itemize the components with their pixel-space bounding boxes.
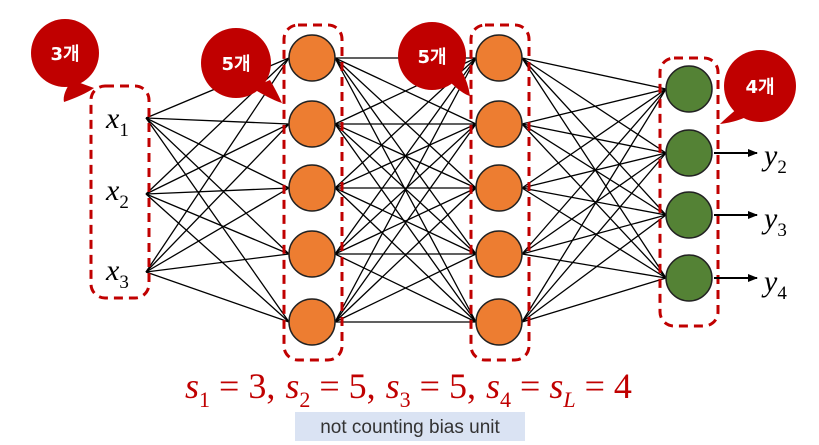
bias-note-box: [295, 412, 525, 441]
edge-l2-1-2: [521, 123, 667, 216]
edge-l1-4-1: [334, 123, 477, 323]
edge-l0-0-4: [145, 117, 290, 323]
output-labels: y2 y3 y4: [761, 139, 787, 304]
hidden-1-node-5: [288, 298, 336, 346]
callout-label: 5개: [417, 47, 446, 68]
output-label-y2: y2: [761, 139, 787, 178]
edge-l2-2-3: [521, 187, 667, 279]
hidden-1-node-1: [288, 34, 336, 82]
hidden-layer-2-box: [469, 23, 531, 362]
edge-l2-3-3: [521, 253, 667, 279]
callout-label: 5개: [221, 54, 250, 75]
edge-l0-2-2: [145, 187, 290, 273]
edge-l0-1-2: [145, 187, 290, 195]
output-node-2: [665, 129, 713, 177]
hidden-2-node-2: [475, 100, 523, 148]
edge-l0-2-3: [145, 253, 290, 273]
edge-l1-4-0: [334, 57, 477, 323]
callout-label: 4개: [745, 77, 774, 98]
output-label-y3: y3: [761, 202, 787, 241]
input-layer-box: [89, 84, 151, 300]
edge-l1-3-0: [334, 57, 477, 255]
edge-l2-3-0: [521, 88, 667, 255]
edge-l0-2-4: [145, 271, 290, 323]
edge-l0-0-2: [145, 117, 290, 189]
hidden-layer-1-box: [282, 23, 344, 362]
edge-l0-0-3: [145, 117, 290, 255]
callout-hidden-2-count: 5개: [398, 22, 470, 96]
output-node-4: [665, 254, 713, 302]
connection-edges: [145, 57, 667, 323]
callout-input-count: 3개: [31, 19, 99, 102]
edge-l1-4-3: [334, 253, 477, 323]
bias-note-text: not counting bias unit: [320, 417, 500, 438]
edge-l2-4-2: [521, 214, 667, 323]
edge-l0-1-1: [145, 123, 290, 195]
output-layer-box: [658, 56, 720, 328]
edge-l2-2-0: [521, 88, 667, 189]
edge-l2-4-1: [521, 152, 667, 323]
edge-l2-2-1: [521, 152, 667, 189]
neuron-nodes: [288, 34, 713, 346]
hidden-1-node-2: [288, 100, 336, 148]
input-label-x1: x1: [105, 102, 129, 141]
edge-l2-2-2: [521, 187, 667, 216]
edge-l0-1-3: [145, 193, 290, 255]
layer-size-equation: s1 = 3, s2 = 5, s3 = 5, s4 = sL = 4: [185, 366, 632, 412]
output-arrows: [714, 149, 758, 282]
edge-l2-0-1: [521, 57, 667, 154]
hidden-1-node-4: [288, 230, 336, 278]
callout-label: 3개: [50, 44, 79, 65]
edge-l2-3-1: [521, 152, 667, 255]
edge-l2-1-0: [521, 88, 667, 125]
callout-output-count: 4개: [720, 50, 796, 124]
hidden-2-node-5: [475, 298, 523, 346]
input-label-x3: x3: [105, 254, 129, 293]
hidden-2-node-1: [475, 34, 523, 82]
hidden-2-node-3: [475, 164, 523, 212]
output-node-1: [665, 65, 713, 113]
edge-l0-1-4: [145, 193, 290, 323]
edge-l0-2-1: [145, 123, 290, 273]
edge-l1-4-2: [334, 187, 477, 323]
edge-l2-4-0: [521, 88, 667, 323]
input-label-x2: x2: [105, 174, 129, 213]
edge-l2-0-3: [521, 57, 667, 279]
callout-hidden-1-count: 5개: [201, 28, 282, 103]
output-node-3: [665, 191, 713, 239]
edge-l2-4-3: [521, 277, 667, 323]
output-label-y4: y4: [761, 265, 787, 304]
edge-l2-0-0: [521, 57, 667, 90]
hidden-2-node-4: [475, 230, 523, 278]
hidden-1-node-3: [288, 164, 336, 212]
input-labels: x1 x2 x3: [105, 102, 129, 293]
edge-l2-0-2: [521, 57, 667, 216]
edge-l2-3-2: [521, 214, 667, 255]
edge-l0-0-1: [145, 117, 290, 125]
edge-l1-3-2: [334, 187, 477, 255]
